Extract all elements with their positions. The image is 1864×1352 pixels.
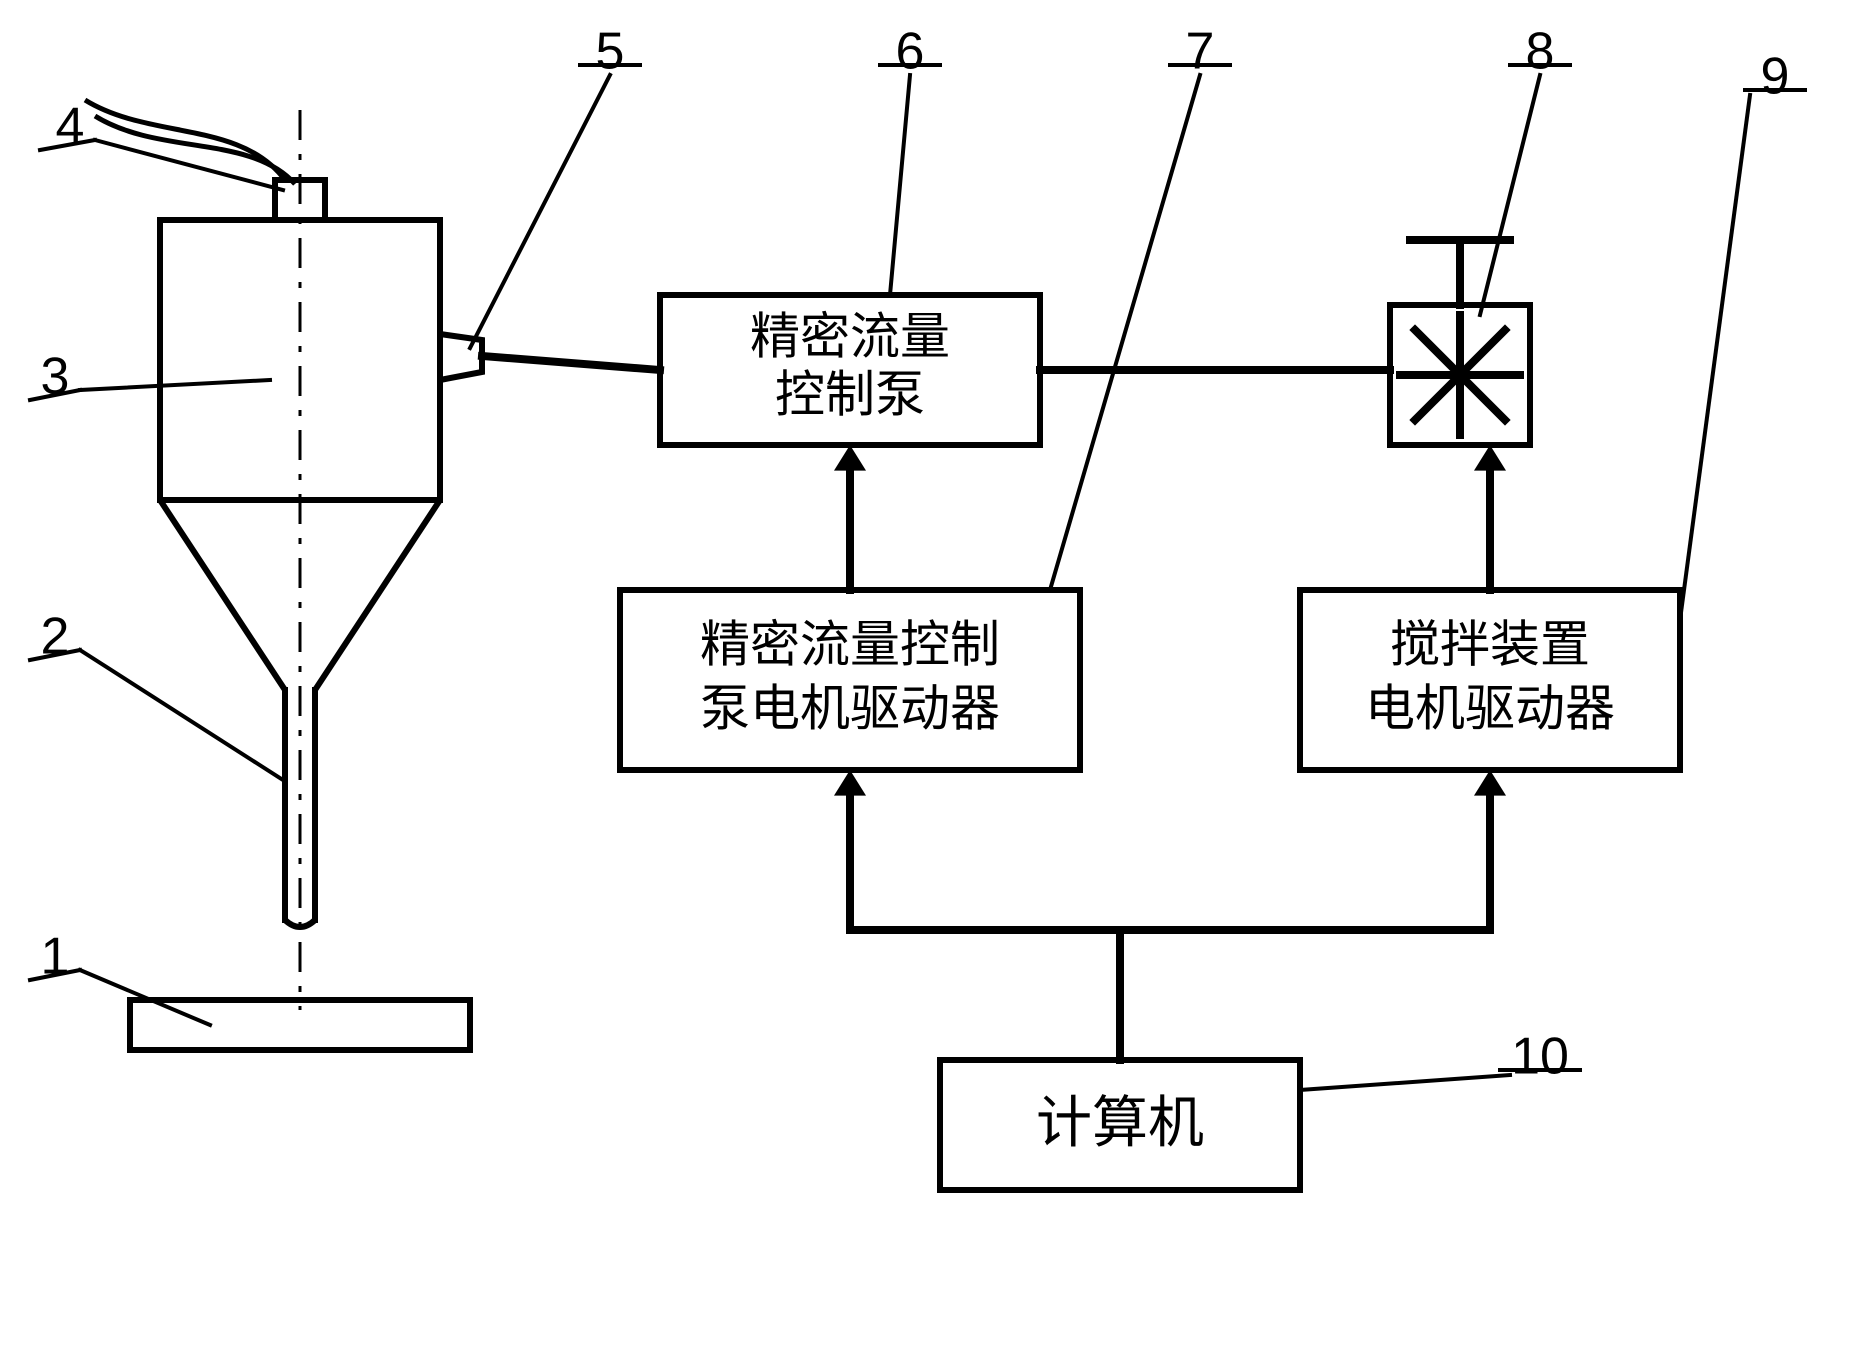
callout-n8: 8: [1526, 23, 1555, 81]
pump-label-2: 控制泵: [775, 366, 925, 422]
pump-driver-label-1: 精密流量控制: [700, 616, 1000, 672]
mixer-driver-label-2: 电机驱动器: [1365, 680, 1615, 736]
callout-n6: 6: [896, 23, 925, 81]
pipe-hopper-pump: [482, 356, 660, 370]
computer-label: 计算机: [1036, 1093, 1204, 1155]
mixer-driver-label-1: 搅拌装置: [1390, 616, 1590, 672]
callout-n7: 7: [1186, 23, 1215, 81]
callout-n9: 9: [1761, 48, 1790, 106]
callout-n10: 10: [1511, 1028, 1569, 1086]
pump-label-1: 精密流量: [750, 308, 950, 364]
sensor-wire: [85, 100, 285, 180]
pump-driver-label-2: 泵电机驱动器: [700, 680, 1000, 736]
callout-n5: 5: [596, 23, 625, 81]
